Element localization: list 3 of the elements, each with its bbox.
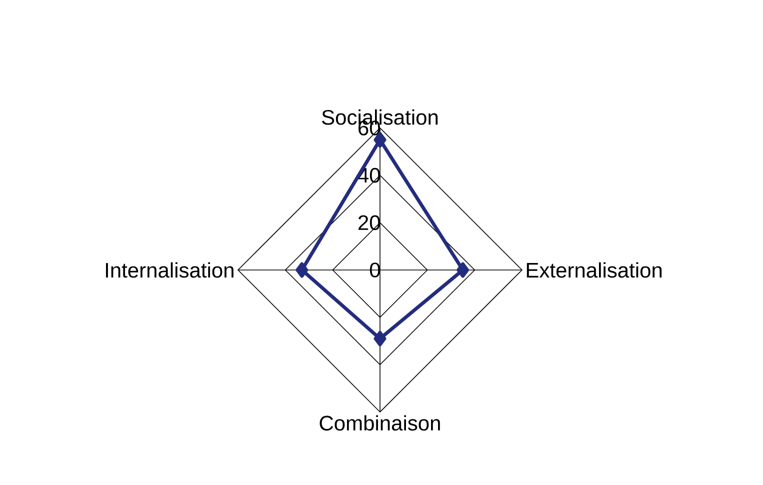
spoke-label: Combinaison (320, 415, 440, 431)
spoke-label: Externalisation (526, 262, 662, 278)
spoke-label: Internalisation (106, 262, 234, 278)
